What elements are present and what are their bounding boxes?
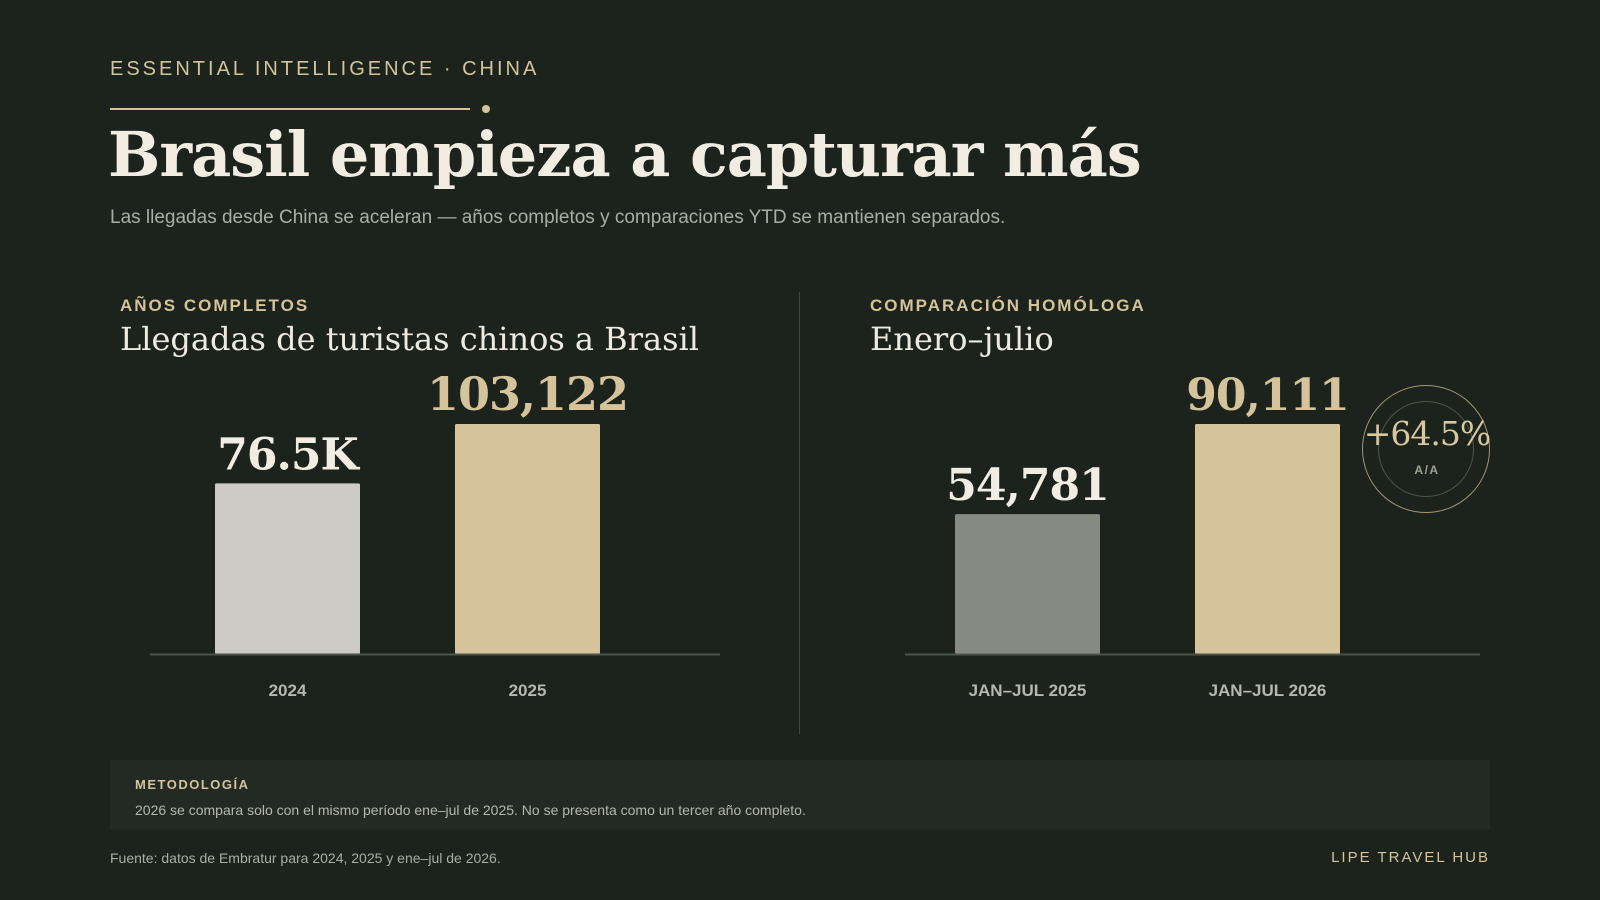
brand-logo: LIPE TRAVEL HUB: [1331, 849, 1490, 866]
title-rule-dot: [482, 105, 490, 113]
ytd-chart-title: Enero–julio: [870, 320, 1054, 358]
page-subtitle: Las llegadas desde China se aceleran — a…: [110, 207, 1006, 228]
ytd-panel: COMPARACIÓN HOMÓLOGA Enero–julio 54,781 J…: [870, 290, 1491, 730]
full-year-value-label-1: 103,122: [427, 367, 628, 421]
full-year-bar-0: [215, 483, 360, 654]
ytd-value-label-1: 90,111: [1186, 370, 1348, 421]
title-rule: [110, 108, 470, 110]
ytd-value-label-0: 54,781: [946, 460, 1108, 511]
growth-badge-value: +64.5%: [1363, 414, 1491, 453]
full-year-bar-chart: 76.5K 2024 103,122 2025: [150, 367, 720, 700]
source-note: Fuente: datos de Embratur para 2024, 202…: [110, 850, 501, 866]
methodology-text: 2026 se compara solo con el mismo períod…: [135, 802, 806, 818]
page-title: Brasil empieza a capturar más: [108, 118, 1142, 191]
full-year-kicker: AÑOS COMPLETOS: [120, 296, 310, 315]
eyebrow: ESSENTIAL INTELLIGENCE · CHINA: [110, 58, 540, 80]
panel-divider: [799, 292, 800, 734]
full-year-chart-title: Llegadas de turistas chinos a Brasil: [120, 320, 699, 358]
growth-badge: +64.5% A/A: [1362, 385, 1491, 513]
full-year-bar-1: [455, 424, 600, 654]
ytd-category-label-1: JAN–JUL 2026: [1209, 681, 1327, 700]
methodology-kicker: METODOLOGÍA: [135, 777, 250, 792]
full-year-panel: AÑOS COMPLETOS Llegadas de turistas chin…: [120, 290, 730, 730]
ytd-bar-chart: 54,781 JAN–JUL 2025 90,111 JAN–JUL 2026: [905, 370, 1480, 700]
ytd-kicker: COMPARACIÓN HOMÓLOGA: [870, 296, 1146, 315]
full-year-value-label-0: 76.5K: [217, 429, 360, 480]
growth-badge-sub: A/A: [1414, 463, 1440, 477]
full-year-category-label-1: 2025: [509, 681, 547, 700]
methodology-box: METODOLOGÍA 2026 se compara solo con el …: [110, 760, 1490, 830]
full-year-category-label-0: 2024: [269, 681, 307, 700]
ytd-bar-1: [1195, 424, 1340, 654]
ytd-category-label-0: JAN–JUL 2025: [969, 681, 1087, 700]
growth-badge-ring: [1378, 401, 1474, 497]
ytd-bar-0: [955, 514, 1100, 654]
